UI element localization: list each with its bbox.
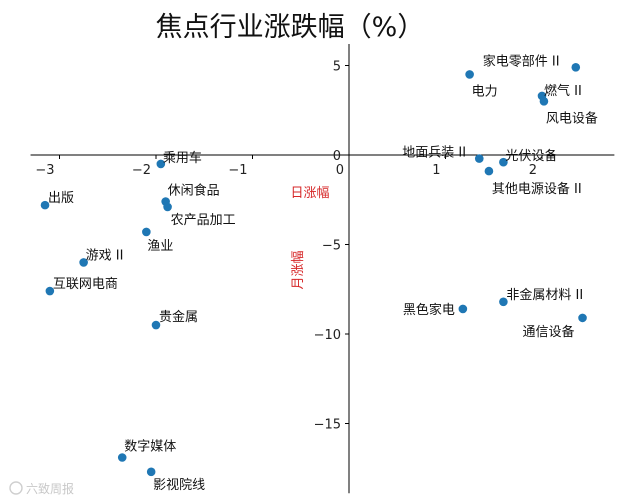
watermark-text: 六致周报 [26,481,74,496]
y-tick-label: 5 [333,60,341,75]
x-tick-label: −2 [132,163,151,178]
data-point [474,154,484,163]
data-point [79,258,88,267]
point-label: 数字媒体 [124,440,176,455]
data-point [571,62,581,72]
x-tick-label: −3 [35,163,54,178]
data-point [156,159,166,169]
point-label: 家电零部件 II [483,53,560,69]
data-point [578,313,587,323]
point-label: 影视院线 [153,478,205,493]
point-label: 风电设备 [546,110,598,126]
x-axis-label: 日涨幅 [290,186,329,201]
point-label: 乘用车 [163,150,202,166]
y-tick-label: −15 [314,418,341,433]
point-label: 渔业 [147,239,173,254]
point-label: 地面兵装 II [402,146,466,161]
point-label: 非金属材料 II [506,287,583,303]
point-label: 休闲食品 [168,183,220,199]
y-tick-label: 0 [333,149,341,164]
data-point [163,202,172,212]
point-label: 燃气 II [544,83,582,99]
data-point [40,200,50,210]
point-label: 电力 [472,84,498,99]
axes: −3 −2 −1 0 1 250−5−10−15 [30,44,615,494]
data-point [499,297,508,307]
data-point [45,286,55,296]
point-label: 贵金属 [159,309,198,325]
y-axis-label: 月涨幅 [291,250,306,289]
data-point [117,453,127,462]
x-tick-label: 1 [432,163,440,178]
data-point [484,166,494,176]
point-label: 农产品加工 [171,213,236,228]
data-point [151,320,161,330]
data-point [146,467,156,477]
y-tick-label: −10 [314,328,341,343]
data-point [499,157,508,167]
point-label: 游戏 II [86,248,124,263]
point-label: 互联网电商 [53,277,118,292]
point-label: 出版 [48,191,74,206]
data-point [465,70,474,79]
chart-title: 焦点行业涨跌幅（%） [156,12,425,43]
point-label: 光伏设备 [505,148,557,164]
data-point [142,227,151,237]
x-tick-label: 2 [529,163,537,178]
x-tick-label: 0 [336,163,344,178]
point-label: 黑色家电 [403,302,455,318]
watermark-logo-icon [9,481,23,495]
y-tick-label: −5 [322,239,341,254]
point-label: 通信设备 [523,324,575,340]
x-tick-label: −1 [228,163,247,178]
point-label: 其他电源设备 II [492,181,582,197]
data-point [458,304,468,314]
data-point [539,97,549,106]
watermark: 六致周报 [9,481,74,496]
